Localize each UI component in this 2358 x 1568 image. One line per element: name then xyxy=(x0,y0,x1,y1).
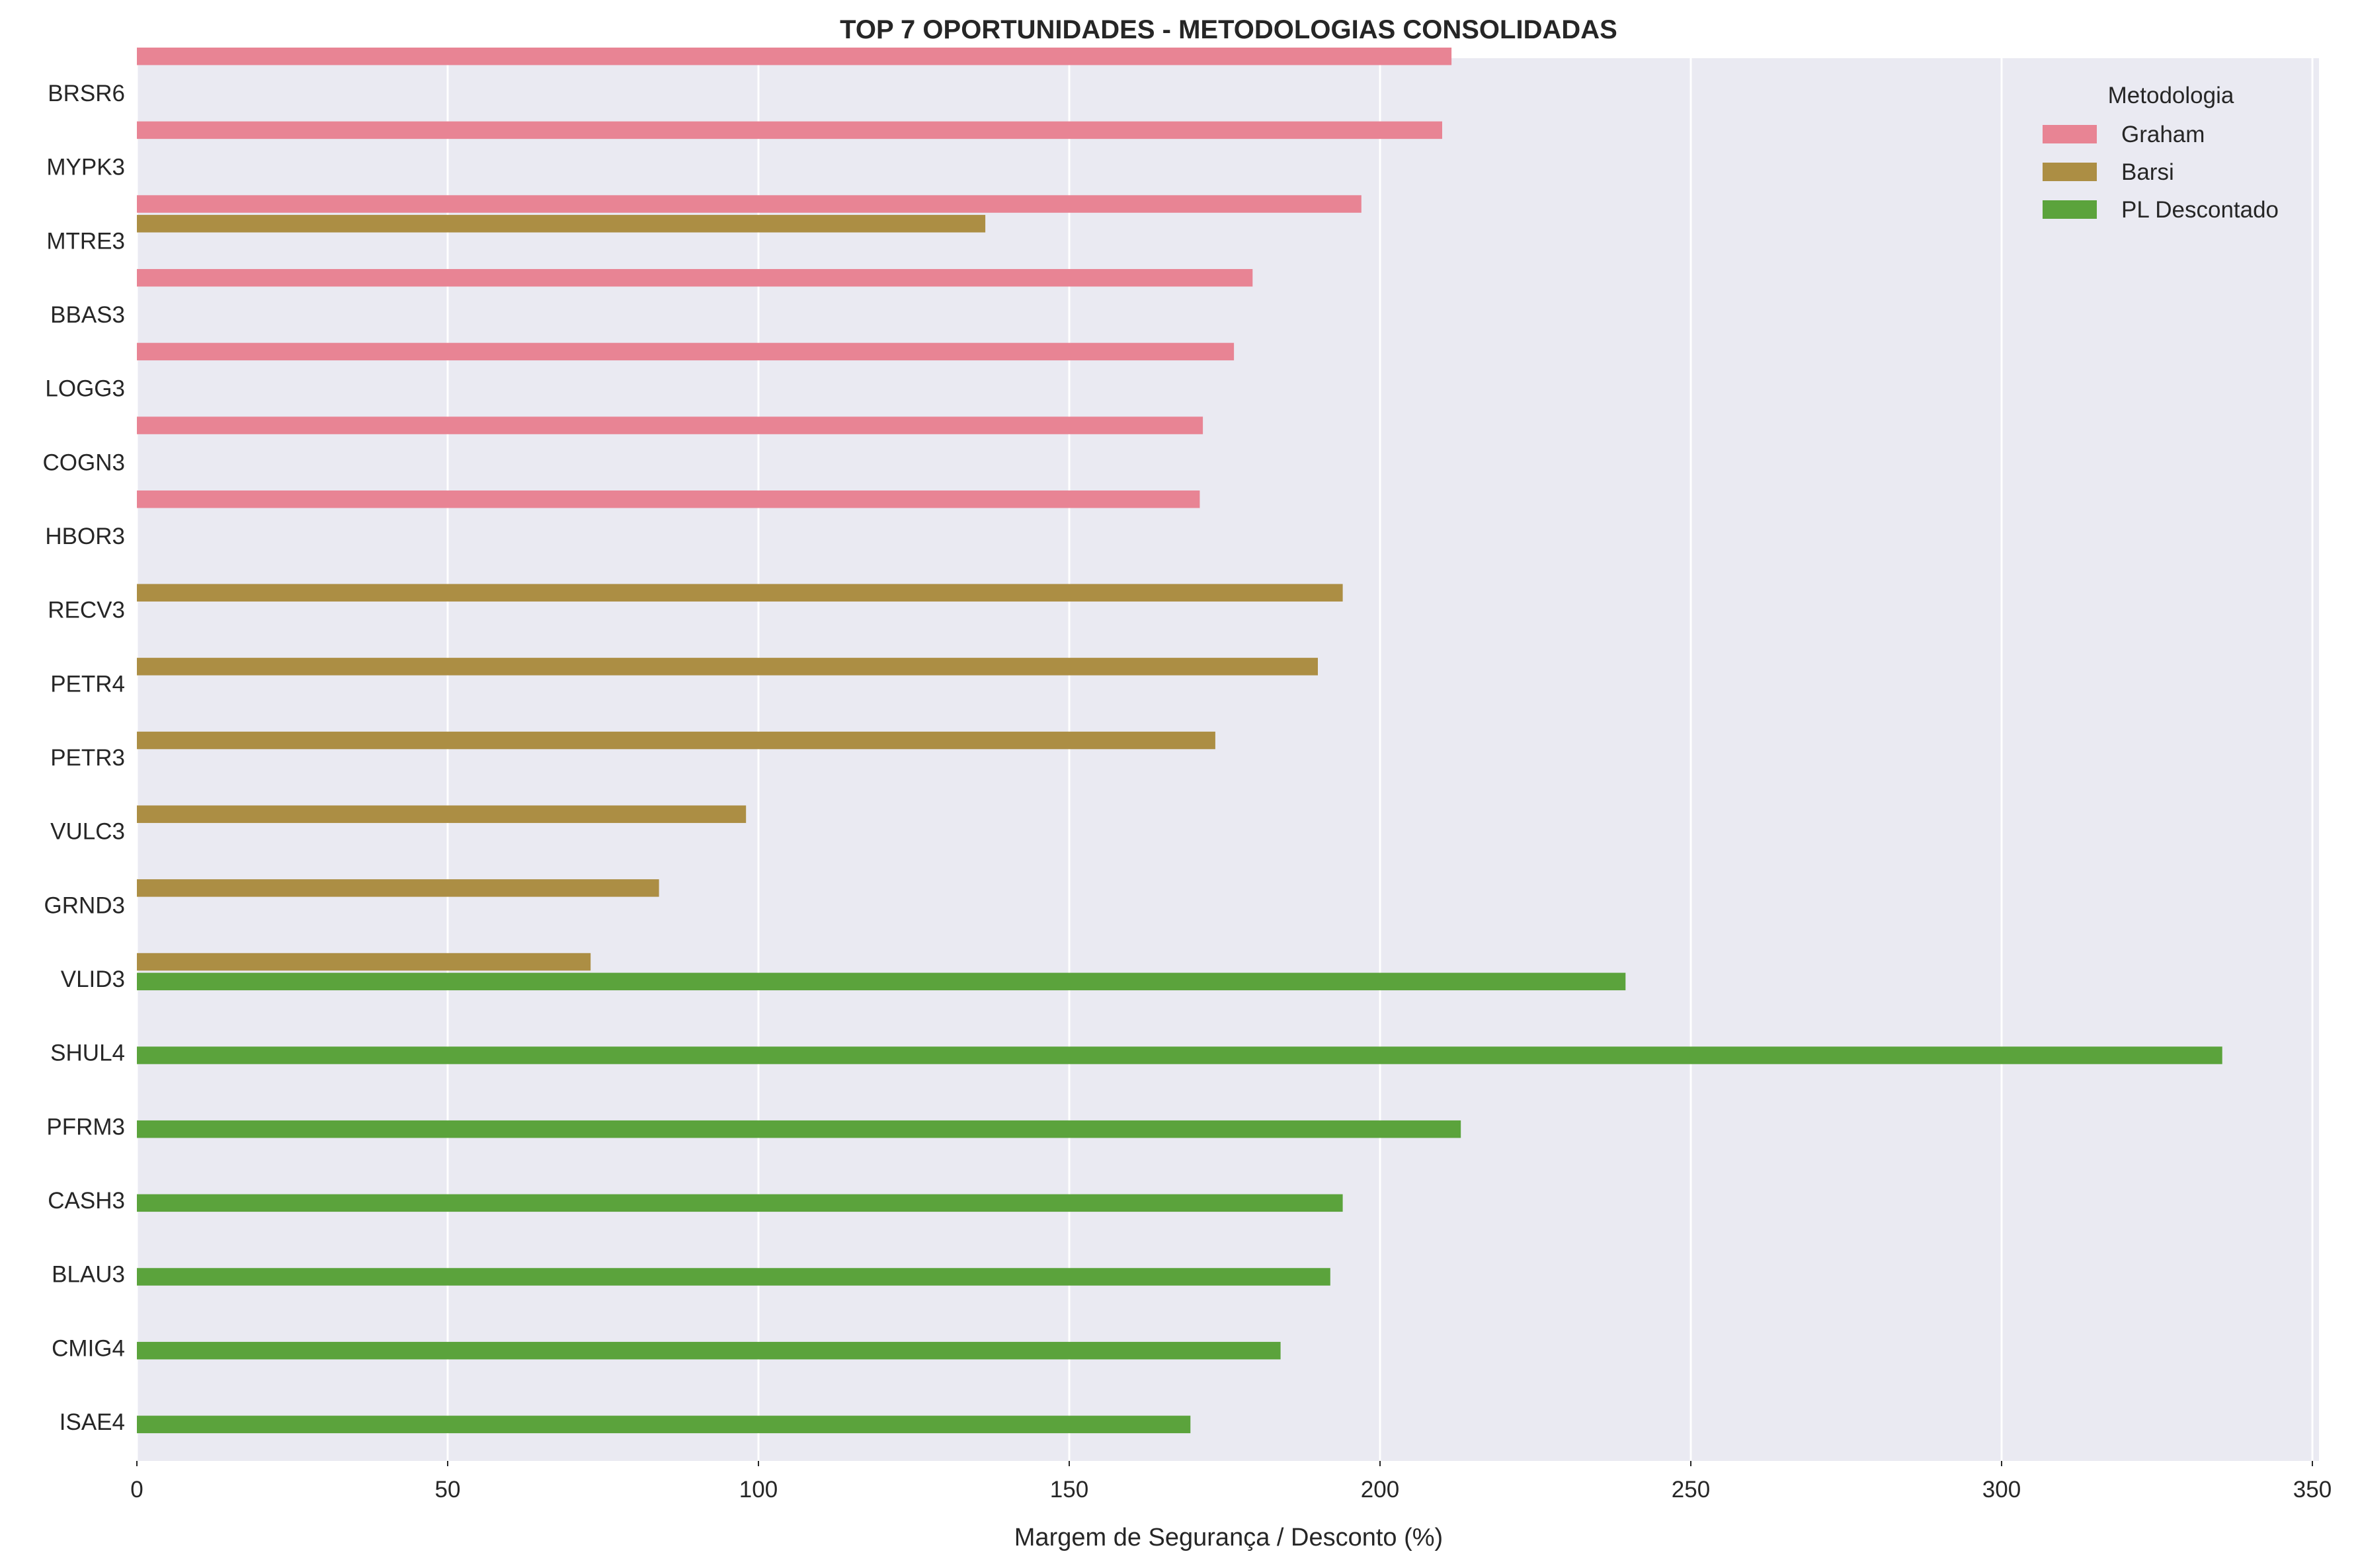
x-tick-label: 0 xyxy=(130,1477,143,1503)
bar xyxy=(137,47,1452,65)
x-tick-labels: 0 50 100 150 200 250 300 350 xyxy=(130,1461,2332,1503)
x-tick-label: 50 xyxy=(435,1477,461,1503)
y-tick-label: VULC3 xyxy=(50,819,125,845)
legend-label: Barsi xyxy=(2121,159,2174,185)
y-tick-label: RECV3 xyxy=(48,598,125,623)
y-tick-label: GRND3 xyxy=(44,892,125,918)
legend-swatch xyxy=(2043,163,2097,181)
legend-swatch xyxy=(2043,200,2097,219)
y-tick-label: PFRM3 xyxy=(46,1114,125,1140)
bar xyxy=(137,342,1235,361)
y-tick-label: BRSR6 xyxy=(48,81,125,106)
bar xyxy=(137,215,986,233)
y-tick-label: CASH3 xyxy=(48,1188,125,1214)
legend-swatch xyxy=(2043,125,2097,143)
legend-label: Graham xyxy=(2121,122,2205,147)
y-tick-label: MTRE3 xyxy=(46,228,125,254)
x-tick-label: 350 xyxy=(2293,1477,2332,1503)
bar xyxy=(137,1194,1343,1212)
bar xyxy=(137,195,1362,213)
y-tick-label: HBOR3 xyxy=(45,524,125,549)
bar xyxy=(137,1046,2222,1064)
grid xyxy=(136,58,2314,1461)
x-axis-label: Margem de Segurança / Desconto (%) xyxy=(1014,1524,1443,1551)
y-tick-label: VLID3 xyxy=(61,966,125,992)
chart-title: TOP 7 OPORTUNIDADES - METODOLOGIAS CONSO… xyxy=(840,15,1617,44)
x-tick-label: 300 xyxy=(1982,1477,2021,1503)
bar xyxy=(137,584,1343,602)
y-tick-label: BLAU3 xyxy=(52,1262,125,1288)
bar xyxy=(137,805,747,823)
bar xyxy=(137,1268,1330,1286)
bar xyxy=(137,879,659,897)
bar xyxy=(137,731,1215,750)
y-tick-label: ISAE4 xyxy=(60,1409,125,1435)
bar xyxy=(137,658,1318,676)
y-tick-label: SHUL4 xyxy=(50,1040,125,1066)
y-tick-label: MYPK3 xyxy=(46,155,125,180)
y-tick-label: CMIG4 xyxy=(52,1335,125,1361)
bars xyxy=(137,47,2222,1434)
bar xyxy=(137,953,591,971)
bar xyxy=(137,416,1203,434)
x-tick-label: 150 xyxy=(1050,1477,1088,1503)
bar xyxy=(137,1341,1281,1360)
x-tick-label: 100 xyxy=(739,1477,778,1503)
plot-area xyxy=(137,58,2319,1461)
bar xyxy=(137,490,1200,508)
legend-label: PL Descontado xyxy=(2121,197,2279,223)
y-tick-label: LOGG3 xyxy=(45,376,125,402)
y-tick-label: PETR3 xyxy=(50,745,125,771)
bar xyxy=(137,1415,1191,1434)
y-tick-label: BBAS3 xyxy=(50,302,125,328)
bar xyxy=(137,1120,1461,1138)
bar xyxy=(137,121,1442,139)
x-tick-label: 200 xyxy=(1361,1477,1399,1503)
y-tick-label: PETR4 xyxy=(50,671,125,697)
x-tick-label: 250 xyxy=(1672,1477,1710,1503)
bar xyxy=(137,268,1253,287)
legend-title: Metodologia xyxy=(2108,83,2234,108)
legend: Metodologia Graham Barsi PL Descontado xyxy=(2043,83,2279,223)
y-tick-label: COGN3 xyxy=(43,450,125,475)
bar xyxy=(137,972,1626,991)
y-tick-labels: BRSR6 MYPK3 MTRE3 BBAS3 LOGG3 COGN3 HBOR3 RECV3… xyxy=(43,81,125,1435)
